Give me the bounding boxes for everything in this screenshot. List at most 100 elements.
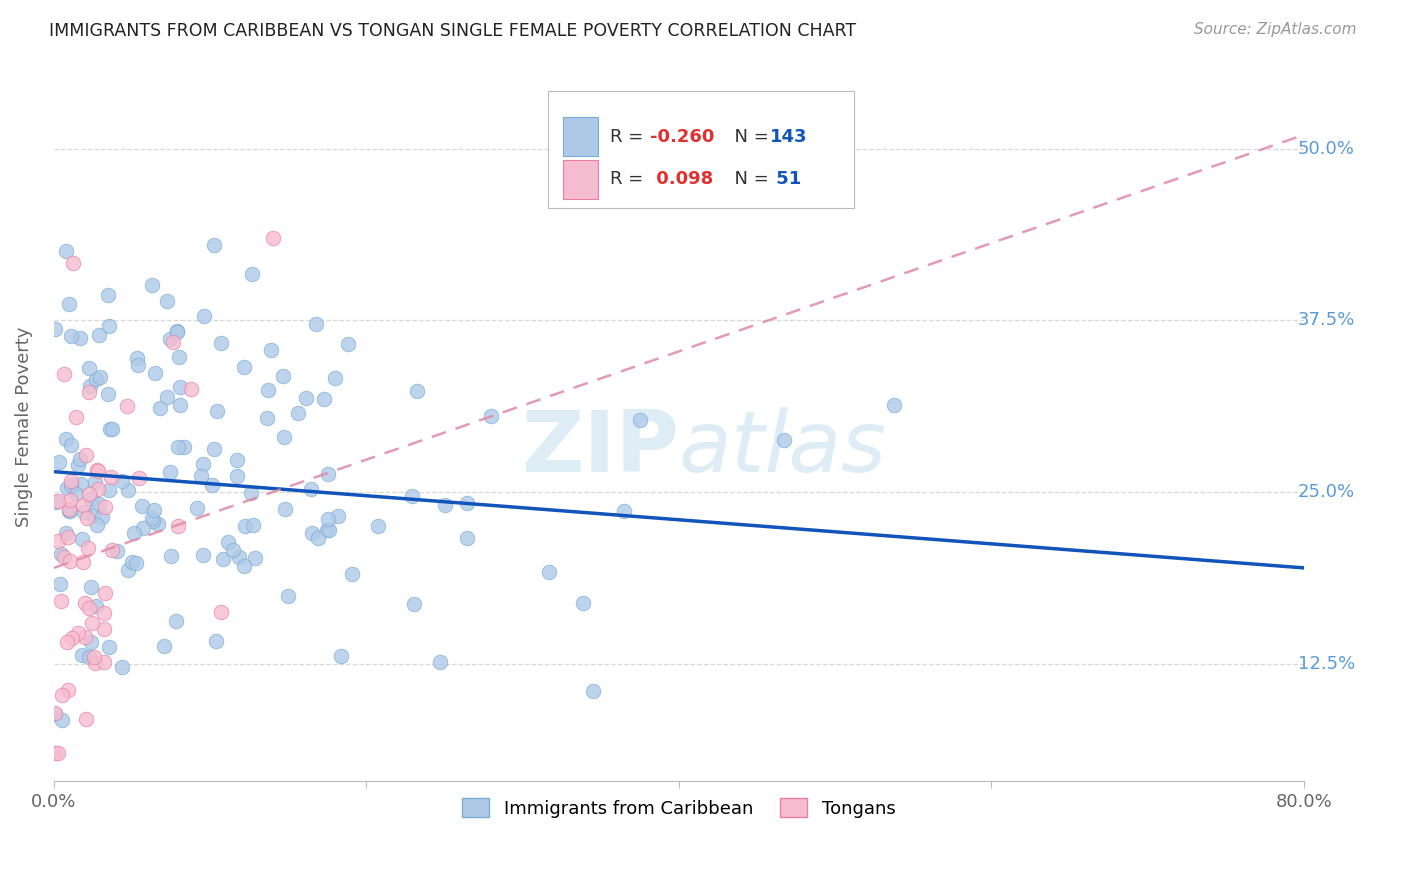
Point bbox=[93, 622, 115, 636]
Text: 0.098: 0.098 bbox=[650, 170, 713, 188]
Point bbox=[142, 514, 165, 528]
Point bbox=[287, 406, 309, 420]
Point bbox=[316, 467, 339, 482]
Point bbox=[84, 372, 107, 386]
Point bbox=[274, 502, 297, 516]
Point bbox=[97, 387, 120, 401]
Text: IMMIGRANTS FROM CARIBBEAN VS TONGAN SINGLE FEMALE POVERTY CORRELATION CHART: IMMIGRANTS FROM CARIBBEAN VS TONGAN SING… bbox=[49, 22, 856, 40]
Text: 51: 51 bbox=[770, 170, 801, 188]
Point bbox=[93, 606, 115, 620]
Point bbox=[72, 499, 94, 513]
Point bbox=[76, 511, 98, 525]
Point bbox=[86, 462, 108, 476]
Text: 37.5%: 37.5% bbox=[1298, 311, 1355, 329]
Point bbox=[80, 581, 103, 595]
Point bbox=[222, 542, 245, 557]
Point bbox=[46, 747, 69, 761]
Point bbox=[46, 493, 69, 508]
Point bbox=[90, 509, 112, 524]
Point bbox=[316, 512, 339, 526]
Point bbox=[240, 267, 263, 281]
Point bbox=[165, 614, 187, 628]
Point bbox=[49, 577, 72, 591]
Point bbox=[59, 554, 82, 568]
Point bbox=[191, 457, 214, 471]
Point bbox=[84, 656, 107, 670]
Point bbox=[56, 683, 79, 698]
Point bbox=[70, 533, 93, 547]
Point bbox=[73, 596, 96, 610]
Point bbox=[256, 411, 278, 425]
Point bbox=[79, 649, 101, 664]
Point bbox=[299, 482, 322, 496]
Point bbox=[58, 297, 80, 311]
Point bbox=[59, 493, 82, 508]
Point bbox=[100, 470, 122, 484]
Point bbox=[65, 410, 87, 425]
Point bbox=[456, 496, 478, 510]
Point bbox=[87, 482, 110, 496]
Point bbox=[117, 483, 139, 497]
Point bbox=[60, 328, 83, 343]
Point bbox=[402, 597, 425, 611]
Point bbox=[58, 501, 80, 516]
Point bbox=[212, 551, 235, 566]
Point bbox=[73, 505, 96, 519]
FancyBboxPatch shape bbox=[562, 117, 598, 156]
Point bbox=[128, 471, 150, 485]
Point bbox=[209, 605, 232, 619]
Point bbox=[315, 523, 337, 537]
Point bbox=[80, 616, 103, 631]
Point bbox=[69, 452, 91, 467]
Point bbox=[156, 294, 179, 309]
Point bbox=[340, 566, 363, 581]
Point bbox=[434, 498, 457, 512]
Point bbox=[49, 593, 72, 607]
Point bbox=[125, 556, 148, 570]
Point bbox=[180, 382, 202, 396]
Point bbox=[148, 516, 170, 531]
Point bbox=[226, 469, 249, 483]
Point bbox=[98, 318, 121, 333]
Point bbox=[60, 474, 83, 488]
Point bbox=[77, 541, 100, 556]
Point bbox=[101, 422, 124, 436]
Point bbox=[131, 499, 153, 513]
Point bbox=[209, 335, 232, 350]
Point bbox=[217, 535, 239, 549]
Point bbox=[122, 525, 145, 540]
Point bbox=[84, 475, 107, 489]
Point bbox=[330, 648, 353, 663]
Point bbox=[193, 309, 215, 323]
Text: 25.0%: 25.0% bbox=[1298, 483, 1355, 501]
Point bbox=[55, 481, 77, 495]
Point bbox=[143, 503, 166, 517]
Point bbox=[93, 585, 115, 599]
Text: 12.5%: 12.5% bbox=[1298, 655, 1355, 673]
Point bbox=[111, 659, 134, 673]
Point bbox=[225, 453, 247, 467]
Point bbox=[77, 487, 100, 501]
Point bbox=[117, 563, 139, 577]
Point bbox=[159, 465, 181, 479]
Point bbox=[166, 324, 188, 338]
Text: N =: N = bbox=[723, 170, 775, 188]
Point bbox=[44, 322, 66, 336]
Point bbox=[169, 398, 191, 412]
Point bbox=[318, 523, 340, 537]
Point bbox=[582, 684, 605, 698]
Point bbox=[80, 492, 103, 507]
Point bbox=[305, 317, 328, 331]
Point bbox=[406, 384, 429, 398]
Point bbox=[456, 531, 478, 545]
Point bbox=[232, 559, 254, 574]
Point bbox=[242, 517, 264, 532]
Point bbox=[93, 656, 115, 670]
Point bbox=[101, 542, 124, 557]
Point bbox=[273, 430, 295, 444]
Point bbox=[260, 343, 283, 358]
Point bbox=[60, 438, 83, 452]
Point bbox=[159, 549, 181, 563]
Point bbox=[186, 501, 208, 516]
Point bbox=[153, 639, 176, 653]
